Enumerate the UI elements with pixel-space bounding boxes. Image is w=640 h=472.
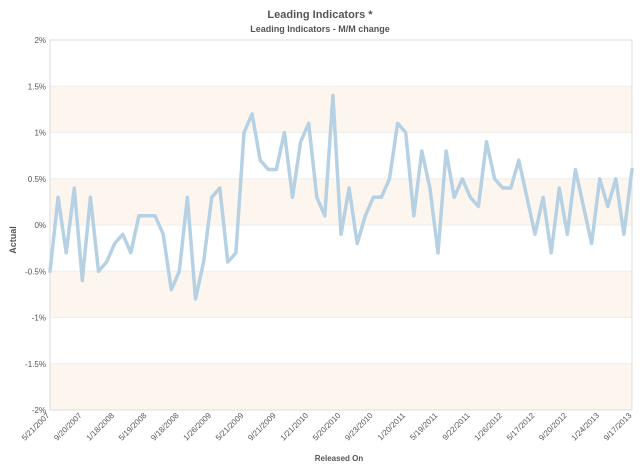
x-tick-label: 9/20/2012 [537, 411, 569, 443]
plot-band [50, 363, 632, 410]
chart-subtitle: Leading Indicators - M/M change [250, 24, 390, 34]
plot-band [50, 40, 632, 87]
y-tick-label: 1% [34, 129, 46, 138]
plot-band [50, 86, 632, 133]
plot-band [50, 317, 632, 364]
series-line [48, 93, 634, 301]
plot-band [50, 271, 632, 318]
plot-border [49, 39, 633, 411]
y-tick-label: 1.5% [28, 82, 46, 91]
y-tick-label: -1.5% [25, 360, 46, 369]
x-tick-label: 5/20/2010 [311, 411, 343, 443]
x-tick-label: 1/18/2008 [85, 411, 117, 443]
y-axis-label: Actual [8, 226, 18, 254]
x-axis-label: Released On [315, 454, 364, 463]
x-tick-label: 9/18/2008 [149, 411, 181, 443]
y-tick-label: 0.5% [28, 175, 46, 184]
x-tick-label: 5/19/2011 [408, 411, 439, 442]
x-tick-label: 5/21/2009 [214, 411, 246, 443]
y-tick-label: 0% [34, 221, 46, 230]
x-tick-label: 9/17/2013 [602, 411, 634, 443]
x-tick-label: 1/24/2013 [570, 411, 602, 443]
x-tick-label: 1/21/2010 [279, 411, 311, 443]
y-tick-label: -2% [32, 406, 46, 415]
x-tick-label: 1/26/2012 [473, 411, 505, 443]
x-tick-label: 9/21/2009 [246, 411, 278, 443]
x-tick-label: 5/17/2012 [505, 411, 537, 443]
y-tick-label: -1% [32, 314, 46, 323]
x-tick-label: 5/21/2007 [20, 411, 52, 443]
x-tick-label: 1/20/2011 [376, 411, 407, 442]
x-tick-label: 5/19/2008 [117, 411, 149, 443]
y-tick-label: -0.5% [25, 267, 46, 276]
plot-band [50, 132, 632, 179]
x-tick-label: 9/20/2007 [52, 411, 84, 443]
x-tick-label: 9/23/2010 [343, 411, 375, 443]
x-tick-label: 9/22/2011 [441, 411, 472, 442]
y-tick-label: 2% [34, 36, 46, 45]
chart-title: Leading Indicators * [267, 9, 373, 21]
x-tick-label: 1/26/2009 [182, 411, 214, 443]
